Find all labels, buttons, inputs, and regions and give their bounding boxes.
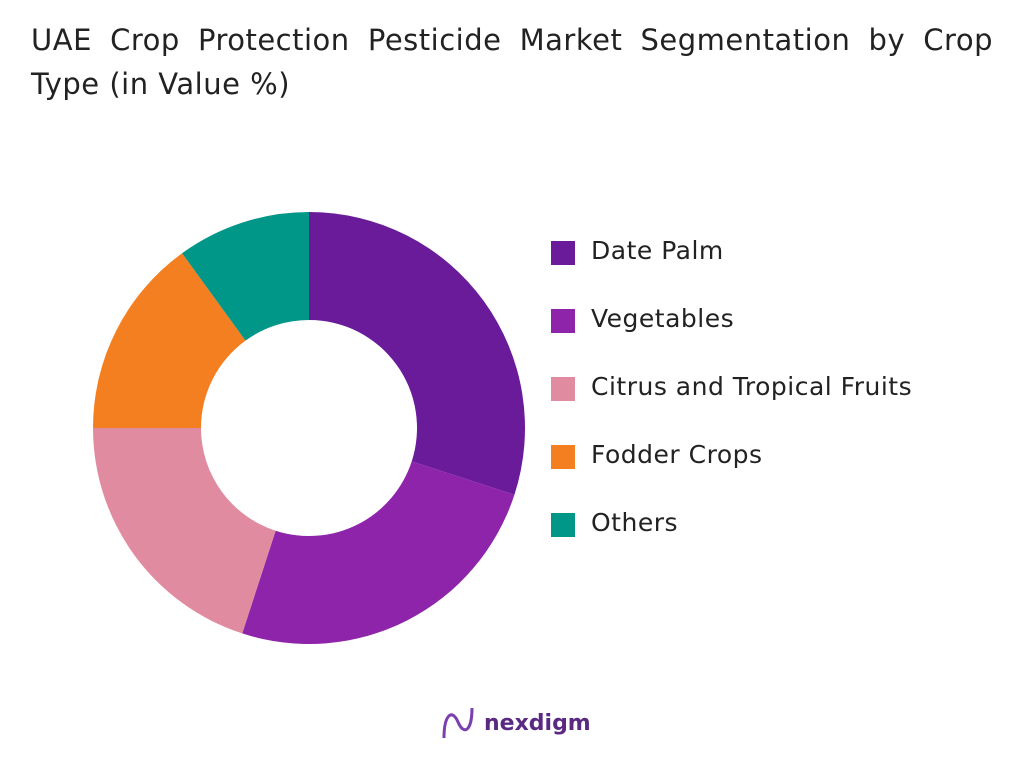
donut-slice: [93, 253, 246, 428]
logo-icon: [442, 707, 474, 739]
legend-label: Citrus and Tropical Fruits: [591, 372, 912, 401]
donut-slice: [242, 461, 515, 644]
logo-mark: [442, 707, 474, 739]
donut-slice: [93, 428, 276, 634]
legend-label: Others: [591, 508, 678, 537]
donut-slice: [309, 212, 525, 495]
legend-label: Fodder Crops: [591, 440, 763, 469]
legend-swatch: [551, 513, 575, 537]
legend-swatch: [551, 241, 575, 265]
chart-title: UAE Crop Protection Pesticide Market Seg…: [31, 23, 993, 101]
legend-swatch: [551, 445, 575, 469]
legend-swatch: [551, 377, 575, 401]
legend-label: Vegetables: [591, 304, 734, 333]
logo-text: nexdigm: [484, 711, 591, 736]
legend-swatch: [551, 309, 575, 333]
legend-label: Date Palm: [591, 236, 724, 265]
donut-slice: [182, 212, 309, 341]
